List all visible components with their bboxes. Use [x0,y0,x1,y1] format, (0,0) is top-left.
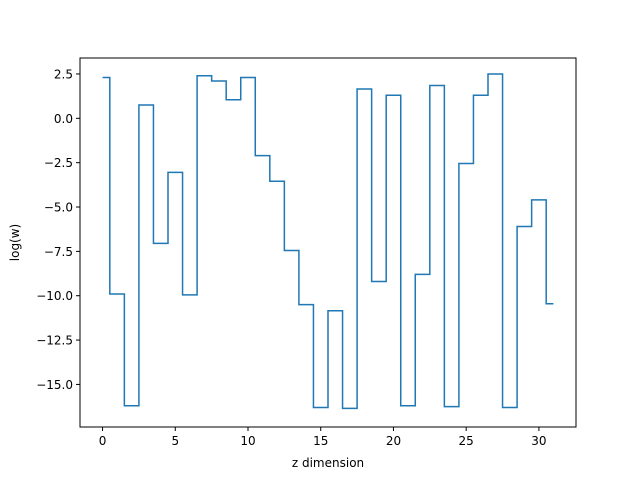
y-tick-label: −10.0 [36,289,73,303]
y-tick-label: −12.5 [36,334,73,348]
x-axis-ticks: 0 5 10 15 20 25 30 [99,427,547,448]
x-axis-label: z dimension [292,456,364,470]
plot-area [102,73,554,410]
axes-frame [79,57,577,428]
y-tick-label: 0.0 [54,112,73,126]
x-tick-label: 5 [171,434,179,448]
y-tick-label: 2.5 [54,67,73,81]
x-tick-label: 30 [531,434,546,448]
y-tick-label: −15.0 [36,378,73,392]
y-axis-ticks: 2.5 0.0 −2.5 −5.0 −7.5 −10.0 −12.5 −15.0 [36,67,80,392]
series-line [102,73,554,410]
y-tick-label: −2.5 [44,156,73,170]
x-tick-label: 25 [459,434,474,448]
y-axis-label: log(w) [8,224,22,261]
y-tick-label: −5.0 [44,201,73,215]
x-tick-label: 15 [313,434,328,448]
x-tick-label: 0 [99,434,107,448]
x-tick-label: 20 [386,434,401,448]
y-tick-label: −7.5 [44,245,73,259]
x-tick-label: 10 [240,434,255,448]
